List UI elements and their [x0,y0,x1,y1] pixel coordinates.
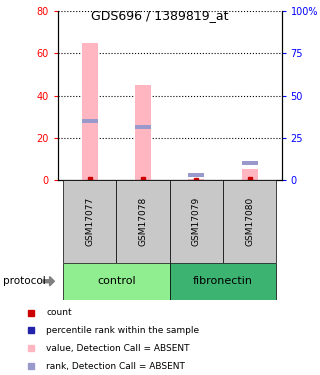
Text: GSM17077: GSM17077 [85,196,94,246]
Text: protocol: protocol [3,276,46,286]
Bar [170,262,276,300]
Bar [82,119,98,123]
Bar [135,85,151,180]
Bar [188,179,204,180]
Bar [242,161,258,165]
Bar [135,125,151,129]
Text: GSM17078: GSM17078 [139,196,148,246]
Text: GDS696 / 1389819_at: GDS696 / 1389819_at [91,9,229,22]
Text: rank, Detection Call = ABSENT: rank, Detection Call = ABSENT [46,362,185,370]
Bar [188,173,204,177]
Bar [63,262,170,300]
Bar [63,180,116,262]
Text: percentile rank within the sample: percentile rank within the sample [46,326,199,335]
Text: GSM17080: GSM17080 [245,196,254,246]
Text: control: control [97,276,136,286]
Bar [242,170,258,180]
Text: GSM17079: GSM17079 [192,196,201,246]
Bar [116,180,170,262]
Bar [170,180,223,262]
Text: count: count [46,308,72,317]
Bar [82,43,98,180]
Text: fibronectin: fibronectin [193,276,253,286]
Text: value, Detection Call = ABSENT: value, Detection Call = ABSENT [46,344,190,353]
Bar [223,180,276,262]
